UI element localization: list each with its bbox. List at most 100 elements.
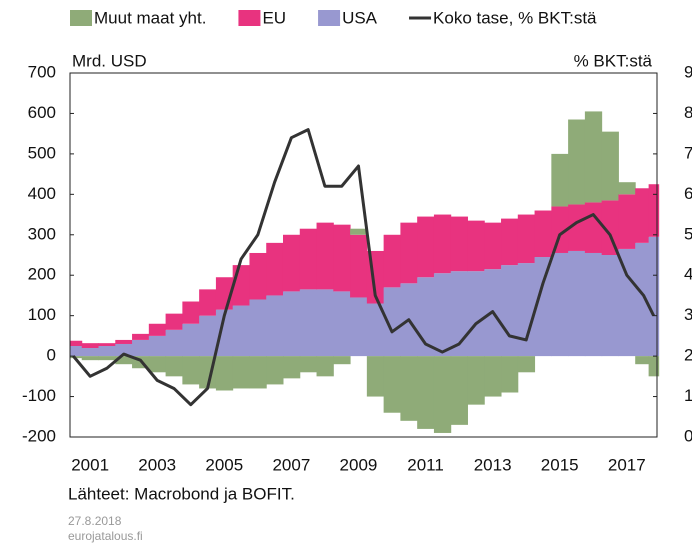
area-slice <box>467 220 485 272</box>
area-slice <box>232 305 250 357</box>
area-slice <box>417 216 435 278</box>
legend-label: EU <box>262 8 286 27</box>
area-slice <box>501 356 519 393</box>
x-tick-label: 2003 <box>138 455 176 474</box>
area-slice <box>132 339 150 357</box>
area-slice <box>350 228 368 235</box>
area-slice <box>81 348 100 357</box>
area-slice <box>534 257 552 357</box>
line <box>72 128 655 407</box>
area-slice <box>215 309 234 357</box>
area-slice <box>601 131 619 201</box>
area-slice <box>249 356 267 389</box>
area-slice <box>417 356 435 429</box>
area-slice <box>266 242 284 296</box>
area-slice <box>501 218 519 266</box>
area-slice <box>148 323 167 336</box>
area-slice <box>299 228 318 290</box>
area-slice <box>484 356 502 397</box>
area-slice <box>115 339 133 344</box>
x-tick-label: 2007 <box>272 455 310 474</box>
x-tick-label: 2017 <box>608 455 646 474</box>
area-slice <box>266 295 284 357</box>
area-slice <box>182 356 200 385</box>
y2-tick-label: 9 <box>684 62 692 81</box>
y-tick-label: -200 <box>22 426 56 445</box>
y2-tick-label: 1 <box>684 386 692 405</box>
area-slice <box>517 263 536 357</box>
legend-label: USA <box>342 8 378 27</box>
y2-tick-label: 2 <box>684 346 692 365</box>
area-slice <box>333 224 351 292</box>
y2-axis-label: % BKT:stä <box>574 51 653 70</box>
area-slice <box>584 111 603 203</box>
y2-tick-label: 4 <box>684 265 692 284</box>
area-slice <box>115 343 133 357</box>
area-slice <box>366 303 385 357</box>
area-slice <box>433 273 452 357</box>
area-slice <box>98 343 116 346</box>
area-slice <box>316 289 334 357</box>
area-slice <box>618 194 636 249</box>
area-slice <box>165 329 183 357</box>
area-slice <box>551 153 569 207</box>
area-slice <box>517 356 536 373</box>
area-slice <box>433 356 452 433</box>
area-slice <box>165 313 183 330</box>
area-slice <box>132 333 150 340</box>
date: 27.8.2018 <box>68 514 122 528</box>
x-tick-label: 2013 <box>474 455 512 474</box>
area-slice <box>635 356 650 365</box>
area-slice <box>266 356 284 385</box>
area-slice <box>584 252 603 357</box>
area-slice <box>316 222 334 290</box>
area-slice <box>400 356 418 421</box>
legend-swatch <box>318 10 341 26</box>
y-tick-label: 0 <box>47 346 56 365</box>
y2-tick-label: 5 <box>684 224 692 243</box>
area-slice <box>282 291 301 357</box>
area-slice <box>333 291 351 357</box>
area-slice <box>568 204 586 251</box>
area-slice <box>568 119 586 205</box>
y-tick-label: 300 <box>28 224 56 243</box>
legend-label: Muut maat yht. <box>94 8 206 27</box>
area-slice <box>299 356 318 373</box>
area-slice <box>484 222 502 270</box>
area-slice <box>232 356 250 389</box>
area-slice <box>215 356 234 391</box>
area-slice <box>618 182 636 195</box>
y-tick-label: 400 <box>28 184 56 203</box>
x-tick-label: 2001 <box>71 455 109 474</box>
area-slice <box>501 265 519 357</box>
source: Lähteet: Macrobond ja BOFIT. <box>68 484 295 503</box>
y2-tick-label: 8 <box>684 103 692 122</box>
area-slice <box>517 214 536 264</box>
area-slice <box>70 346 83 357</box>
area-slice <box>282 356 301 379</box>
area-slice <box>249 252 267 300</box>
area-slice <box>182 323 200 357</box>
x-tick-label: 2011 <box>407 455 444 474</box>
area-slice <box>70 340 83 346</box>
area-slice <box>165 356 183 377</box>
area-slice <box>98 346 116 357</box>
y-axis-label: Mrd. USD <box>72 51 147 70</box>
area-slice <box>148 335 167 357</box>
area-slice <box>350 297 368 357</box>
area-slice <box>568 250 586 357</box>
area-slice <box>635 188 650 243</box>
area-slice <box>383 356 401 413</box>
area-slice <box>182 301 200 324</box>
area-slice <box>115 356 133 365</box>
area-slice <box>648 184 660 237</box>
area-slice <box>534 210 552 258</box>
area-slice <box>601 255 619 357</box>
area-slice <box>98 356 116 361</box>
y-tick-label: 200 <box>28 265 56 284</box>
y-tick-label: 700 <box>28 62 56 81</box>
area-slice <box>450 271 468 357</box>
area-slice <box>618 248 636 357</box>
y-tick-label: 500 <box>28 143 56 162</box>
area-slice <box>551 206 569 253</box>
